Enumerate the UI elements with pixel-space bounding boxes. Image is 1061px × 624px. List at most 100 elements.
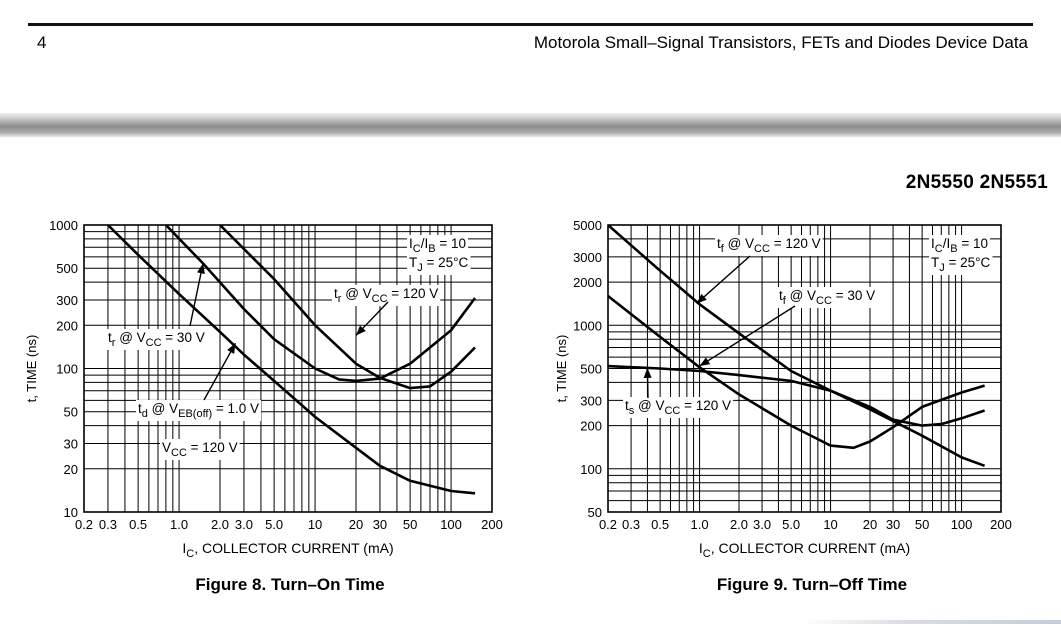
svg-text:IC/IB = 10: IC/IB = 10 — [931, 236, 988, 255]
page-number: 4 — [37, 33, 47, 52]
part-number-title: 2N5550 2N5551 — [905, 172, 1048, 193]
x-tick-label: 0.3 — [99, 517, 117, 532]
series-line-2 — [608, 364, 986, 427]
y-tick-label: 2000 — [573, 275, 602, 290]
x-tick-label: 2.0 — [211, 517, 229, 532]
svg-text:IC, COLLECTOR CURRENT (mA): IC, COLLECTOR CURRENT (mA) — [699, 540, 910, 560]
svg-text:tr @ VCC = 120 V: tr @ VCC = 120 V — [334, 286, 438, 305]
condition-tj: TJ = 25°C — [407, 254, 471, 275]
series-line-0 — [608, 225, 986, 468]
svg-text:tr @ VCC = 30 V: tr @ VCC = 30 V — [108, 330, 205, 349]
y-tick-label: 300 — [580, 393, 602, 408]
x-tick-label: 30 — [373, 517, 387, 532]
x-tick-labels: 0.2 0.3 0.5 1.0 2.0 3.0 5.0 10 20 30 50 100 200 — [75, 517, 503, 532]
svg-text:tf @ VCC = 120 V: tf @ VCC = 120 V — [717, 236, 821, 255]
x-tick-label: 0.5 — [129, 517, 147, 532]
label-tr-vcc-30v: tr @ VCC = 30 V — [106, 329, 207, 350]
x-tick-label: 3.0 — [235, 517, 253, 532]
series-lines — [106, 225, 477, 495]
svg-text:IC/IB = 10: IC/IB = 10 — [409, 236, 466, 255]
svg-text:VCC = 120 V: VCC = 120 V — [162, 440, 238, 459]
y-tick-labels: 10 20 30 50 100 200 300 500 1000 — [49, 218, 78, 520]
series-line-1 — [608, 294, 985, 450]
svg-text:TJ = 25°C: TJ = 25°C — [931, 255, 991, 274]
svg-text:IC, COLLECTOR CURRENT (mA): IC, COLLECTOR CURRENT (mA) — [182, 540, 393, 560]
label-ts-vcc-120v: ts @ VCC = 120 V — [623, 397, 734, 418]
x-axis-label: IC, COLLECTOR CURRENT (mA) — [699, 540, 910, 560]
y-tick-label: 30 — [64, 437, 78, 452]
arrow-td — [203, 342, 237, 401]
x-tick-label: 1.0 — [691, 517, 709, 532]
label-td-veb-1v: td @ VEB(off) = 1.0 V — [136, 400, 262, 421]
y-tick-label: 3000 — [573, 250, 602, 265]
x-tick-label: 5.0 — [782, 517, 800, 532]
condition-ic-ib: IC/IB = 10 — [407, 235, 468, 256]
gray-header-band — [0, 113, 1061, 137]
y-axis-label: t, TIME (ns) — [554, 335, 569, 403]
svg-text:TJ = 25°C: TJ = 25°C — [409, 255, 469, 274]
y-tick-label: 50 — [64, 405, 78, 420]
x-tick-label: 200 — [990, 517, 1012, 532]
x-axis-label: IC, COLLECTOR CURRENT (mA) — [182, 540, 393, 560]
x-tick-label: 5.0 — [265, 517, 283, 532]
header-rule — [28, 23, 1033, 26]
label-vcc-120v: VCC = 120 V — [160, 439, 240, 460]
x-tick-label: 10 — [308, 517, 322, 532]
arrow-tf-120v — [696, 255, 751, 304]
y-tick-label: 50 — [588, 505, 602, 520]
series-lines — [608, 225, 986, 468]
y-tick-labels: 50 100 200 300 500 1000 2000 3000 5000 — [573, 218, 602, 520]
x-tick-label: 20 — [863, 517, 877, 532]
y-tick-label: 500 — [56, 261, 78, 276]
arrow-tf-30v — [699, 305, 796, 367]
arrow-ts-120v — [643, 367, 652, 399]
series-line-1 — [164, 225, 477, 383]
label-tr-vcc-120v: tr @ VCC = 120 V — [332, 285, 441, 306]
x-tick-label: 0.2 — [75, 517, 93, 532]
figure-9-caption: Figure 9. Turn–Off Time — [716, 575, 908, 594]
plot-frame — [83, 224, 493, 513]
x-tick-label: 50 — [403, 517, 417, 532]
series-line-2 — [219, 225, 476, 390]
y-tick-label: 5000 — [573, 218, 602, 233]
x-tick-label: 0.2 — [599, 517, 617, 532]
x-tick-label: 3.0 — [753, 517, 771, 532]
x-tick-label: 10 — [823, 517, 837, 532]
y-tick-label: 500 — [580, 362, 602, 377]
y-tick-label: 200 — [56, 318, 78, 333]
svg-text:tf @ VCC = 30 V: tf @ VCC = 30 V — [779, 288, 875, 307]
y-tick-label: 1000 — [49, 218, 78, 233]
x-tick-label: 2.0 — [730, 517, 748, 532]
arrow-tr-120v — [355, 301, 389, 336]
x-tick-label: 1.0 — [170, 517, 188, 532]
y-tick-label: 1000 — [573, 318, 602, 333]
plot-frame — [607, 224, 1002, 513]
svg-text:td @ VEB(off) = 1.0 V: td @ VEB(off) = 1.0 V — [138, 401, 259, 420]
x-tick-labels: 0.2 0.3 0.5 1.0 2.0 3.0 5.0 10 20 30 50 100 200 — [599, 517, 1012, 532]
condition-tj: TJ = 25°C — [929, 254, 993, 275]
y-axis-label: t, TIME (ns) — [24, 335, 39, 403]
x-tick-label: 50 — [915, 517, 929, 532]
x-tick-label: 20 — [349, 517, 363, 532]
figure-8-caption: Figure 8. Turn–On Time — [195, 575, 385, 594]
label-tf-vcc-30v: tf @ VCC = 30 V — [777, 287, 878, 308]
y-tick-label: 100 — [56, 362, 78, 377]
x-tick-label: 0.3 — [622, 517, 640, 532]
y-tick-label: 300 — [56, 293, 78, 308]
svg-text:ts @ VCC = 120 V: ts @ VCC = 120 V — [625, 398, 731, 417]
x-tick-label: 0.5 — [651, 517, 669, 532]
arrow-tr-30v — [189, 263, 205, 327]
running-header-title: Motorola Small–Signal Transistors, FETs … — [533, 33, 1028, 52]
y-tick-label: 100 — [580, 462, 602, 477]
x-tick-label: 100 — [440, 517, 462, 532]
series-line-0 — [106, 225, 476, 495]
condition-ic-ib: IC/IB = 10 — [929, 235, 990, 256]
window-edge-strip — [801, 620, 1061, 624]
y-tick-label: 10 — [64, 505, 78, 520]
x-tick-label: 30 — [886, 517, 900, 532]
label-tf-vcc-120v: tf @ VCC = 120 V — [715, 235, 823, 256]
